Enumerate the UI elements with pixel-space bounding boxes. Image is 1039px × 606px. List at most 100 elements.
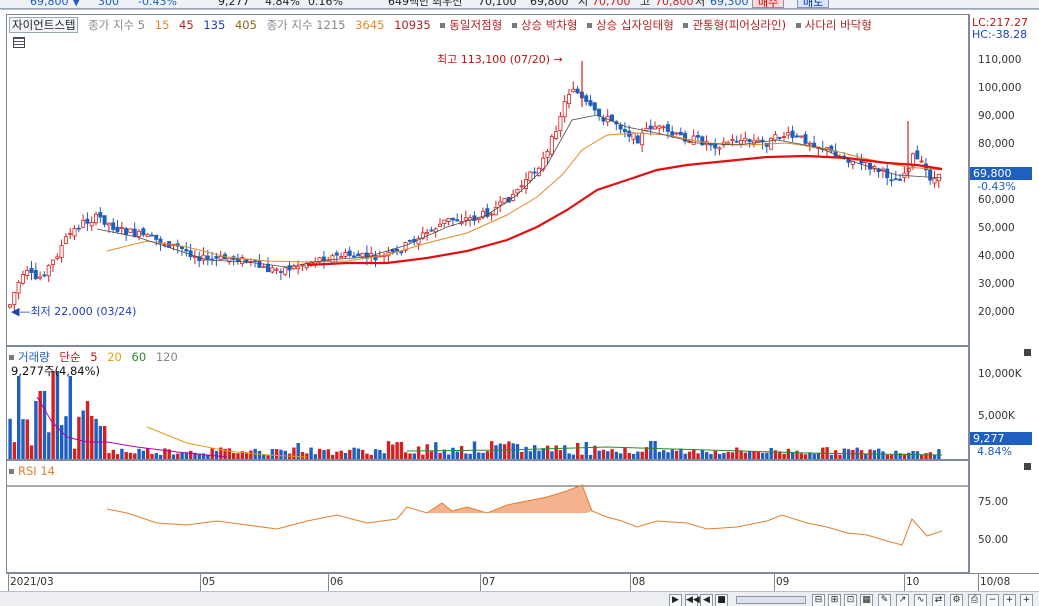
volume-bar [902, 453, 907, 459]
volume-pane[interactable]: 거래량 단순 5 20 60 120 9,277주(4,84%) [6, 346, 969, 460]
fit-icon[interactable]: ⊡ [844, 594, 857, 606]
candle [820, 140, 825, 153]
pattern-legend-3[interactable]: 상승 십자잉태형 [587, 18, 674, 32]
volume-bar [619, 453, 623, 459]
volume-bar [382, 453, 386, 459]
candle [145, 232, 150, 238]
pattern-legend-4[interactable]: 관통형(피어싱라인) [683, 18, 786, 32]
volume-bar [38, 391, 42, 459]
volume-bar [842, 448, 846, 459]
volume-bar [687, 451, 692, 459]
indicator-name[interactable]: 자이언트스텝 [9, 17, 79, 33]
volume-bar [42, 391, 47, 459]
volume-bar [17, 376, 21, 459]
volume-bar [133, 453, 137, 459]
lc-label: LC:217.27 [972, 16, 1029, 29]
sell-button[interactable]: 매도 [797, 0, 830, 8]
best-price-value: 70,100 [478, 0, 517, 8]
candle [270, 265, 275, 274]
volume-bar [808, 452, 812, 459]
stop-icon[interactable]: ■ [715, 594, 728, 606]
volume-bar [928, 452, 932, 459]
candle [184, 242, 189, 257]
volume-bar [550, 451, 554, 459]
settings-gear-icon[interactable]: ⚙ [950, 594, 963, 606]
date-label: 06 [330, 576, 344, 588]
volume-bar [171, 454, 176, 459]
candle [429, 226, 434, 232]
candle [906, 166, 911, 179]
rsi-close-icon[interactable] [1024, 463, 1031, 470]
volume-ma-5: 5 [90, 350, 98, 364]
buy-button[interactable]: 매수 [752, 0, 785, 8]
candle [567, 88, 572, 109]
volume-bar [154, 453, 158, 459]
volume-bar [911, 450, 915, 459]
volume-bar [481, 452, 485, 459]
pattern-legend-5[interactable]: 사다리 바닥형 [795, 18, 872, 32]
rsi-chart [7, 484, 968, 546]
volume-bar [537, 450, 541, 459]
volume-bar [606, 451, 610, 459]
volume-bar [348, 449, 352, 459]
candle [283, 267, 288, 276]
volume-close-icon[interactable] [1024, 349, 1031, 356]
grid-icon[interactable]: ▦ [860, 594, 873, 606]
candle [442, 219, 447, 228]
zoom-out-icon[interactable]: ⊟ [812, 594, 825, 606]
candle [721, 137, 726, 148]
pattern-legend-2[interactable]: 상승 박차형 [511, 18, 577, 32]
print-icon[interactable]: ⎙ [968, 594, 981, 606]
volume-bar [705, 452, 709, 459]
volume-bar [683, 453, 687, 459]
date-label: 07 [482, 576, 496, 588]
candle [132, 222, 137, 238]
candle [25, 265, 30, 280]
candle [12, 291, 17, 312]
pattern-legend-1[interactable]: 동일저점형 [440, 18, 502, 32]
price-tick: 80,000 [978, 138, 1015, 150]
candle [68, 227, 73, 240]
volume-bar [305, 453, 309, 459]
volume-bar [623, 447, 627, 459]
volume-bar [34, 401, 38, 459]
scroll-right-icon[interactable]: ▶ [669, 594, 682, 606]
minus-icon[interactable]: − [986, 594, 999, 606]
volume-bar [597, 450, 601, 459]
volume-bar [791, 452, 795, 459]
volume-bar [115, 454, 120, 459]
zoom-in-icon[interactable]: ⊞ [828, 594, 841, 606]
volume-pct: 4.84% [265, 0, 300, 8]
price-legend: 자이언트스텝 종가 지수 5 15 45 135 405 종가 지수 1215 … [9, 17, 878, 33]
rsi-pane[interactable]: RSI 14 [6, 460, 969, 573]
settings-icon[interactable] [13, 37, 25, 48]
ma-legend-val-3645: 3645 [355, 18, 385, 32]
candle [188, 243, 193, 260]
volume-bar [111, 449, 115, 459]
candle [240, 254, 245, 267]
volume-bar [889, 454, 894, 459]
candle [291, 263, 296, 270]
volume-bar [778, 451, 782, 459]
trend-icon[interactable]: ↗ [896, 594, 909, 606]
candle [20, 270, 25, 286]
plus-icon[interactable]: + [1003, 594, 1016, 606]
wave-icon[interactable]: ∿ [914, 594, 927, 606]
candle [713, 138, 718, 156]
chart-scrollbar[interactable] [736, 596, 806, 604]
draw-icon[interactable]: ✎ [878, 594, 891, 606]
crosshair-icon[interactable]: + [1020, 594, 1033, 606]
candle [584, 93, 589, 106]
volume-bar [193, 452, 197, 459]
fast-back-icon[interactable]: ◀◀ [685, 594, 700, 606]
price-pane[interactable]: 자이언트스텝 종가 지수 5 15 45 135 405 종가 지수 1215 … [6, 14, 969, 346]
back-icon[interactable]: ◀ [700, 594, 713, 606]
high-value: 70,800 [655, 0, 694, 8]
volume-bar [726, 451, 730, 459]
volume-bar [223, 448, 227, 459]
volume-bar [924, 453, 928, 459]
volume-bar [627, 453, 631, 459]
volume-bar [868, 449, 872, 459]
scale-icon[interactable]: ⇄ [932, 594, 945, 606]
volume-bar [103, 426, 107, 459]
